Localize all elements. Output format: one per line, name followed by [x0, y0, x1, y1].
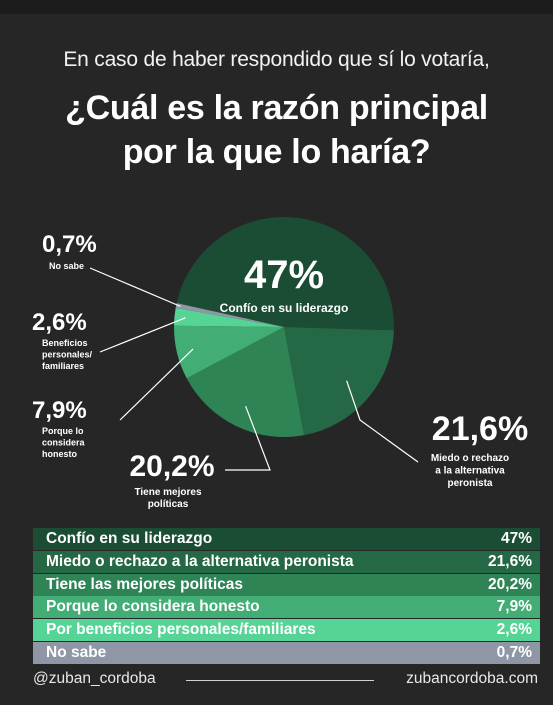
chart-title: ¿Cuál es la razón principal por la que l…: [0, 86, 553, 174]
pct-label-beneficios: 2,6%: [32, 309, 87, 336]
leader-line-miedo: [346, 380, 419, 463]
row-label: No sabe: [46, 643, 107, 661]
category-label-beneficios: personales/: [42, 350, 93, 360]
row-label: Por beneficios personales/familiares: [46, 621, 316, 639]
footer: @zuban_cordoba zubancordoba.com: [0, 668, 553, 692]
table-row-liderazgo: Confío en su liderazgo 47%: [33, 528, 540, 550]
top-band: [0, 0, 553, 14]
row-value: 21,6%: [488, 552, 532, 570]
social-handle: @zuban_cordoba: [33, 670, 156, 687]
header: En caso de haber respondido que sí lo vo…: [0, 48, 553, 174]
table-row-miedo: Miedo o rechazo a la alternativa peronis…: [33, 550, 540, 573]
pct-label-liderazgo: 47%: [244, 253, 324, 297]
category-label-liderazgo: Confío en su liderazgo: [220, 301, 349, 315]
pct-label-politicas: 20,2%: [129, 450, 214, 483]
chart-title-line-1: ¿Cuál es la razón principal: [65, 89, 488, 127]
table-row-politicas: Tiene las mejores políticas 20,2%: [33, 573, 540, 596]
category-label-beneficios: familiares: [42, 361, 84, 371]
website-link: zubancordoba.com: [406, 670, 538, 687]
row-label: Porque lo considera honesto: [46, 598, 260, 616]
leader-line-politicas: [225, 405, 271, 471]
pie-slice-politicas: [186, 327, 305, 437]
table-row-beneficios: Por beneficios personales/familiares 2,6…: [33, 619, 540, 642]
table-row-nosabe: No sabe 0,7%: [33, 641, 540, 664]
category-label-honesto: honesto: [42, 449, 78, 459]
pct-label-miedo: 21,6%: [432, 410, 528, 448]
category-label-nosabe: No sabe: [49, 261, 84, 271]
pie-slice-liderazgo: [176, 217, 394, 331]
table-row-honesto: Porque lo considera honesto 7,9%: [33, 596, 540, 619]
pct-label-nosabe: 0,7%: [42, 231, 97, 258]
pie-slice-beneficios: [174, 307, 284, 327]
leader-line-honesto: [119, 348, 194, 421]
row-label: Miedo o rechazo a la alternativa peronis…: [46, 552, 354, 570]
category-label-beneficios: Beneficios: [42, 338, 88, 348]
category-label-miedo: a la alternativa: [435, 466, 505, 477]
row-value: 47%: [500, 530, 532, 547]
pie-slice-honesto: [174, 325, 284, 379]
row-label: Confío en su liderazgo: [46, 530, 213, 547]
leader-line-nosabe: [89, 267, 181, 307]
category-label-honesto: considera: [42, 438, 86, 448]
footer-divider: [186, 680, 374, 681]
category-label-politicas: Tiene mejores: [134, 487, 202, 498]
category-label-miedo: peronista: [447, 478, 492, 489]
row-label: Tiene las mejores políticas: [46, 575, 243, 593]
row-value: 2,6%: [496, 621, 532, 639]
row-value: 0,7%: [496, 643, 532, 661]
category-label-honesto: Porque lo: [42, 426, 84, 436]
pct-label-honesto: 7,9%: [32, 397, 87, 424]
row-value: 20,2%: [488, 575, 532, 593]
chart-subtitle: En caso de haber respondido que sí lo vo…: [63, 48, 490, 71]
chart-title-line-2: por la que lo haría?: [122, 133, 431, 171]
category-label-miedo: Miedo o rechazo: [431, 453, 509, 464]
pie-slice-miedo: [284, 327, 394, 436]
pie-slice-nosabe: [175, 303, 284, 327]
pie-chart: 47% Confío en su liderazgo 21,6% Miedo o re…: [32, 217, 528, 510]
leader-line-beneficios: [99, 317, 186, 353]
category-label-politicas: políticas: [148, 499, 189, 510]
results-table: Confío en su liderazgo 47% Miedo o recha…: [33, 528, 540, 665]
row-value: 7,9%: [496, 598, 532, 616]
